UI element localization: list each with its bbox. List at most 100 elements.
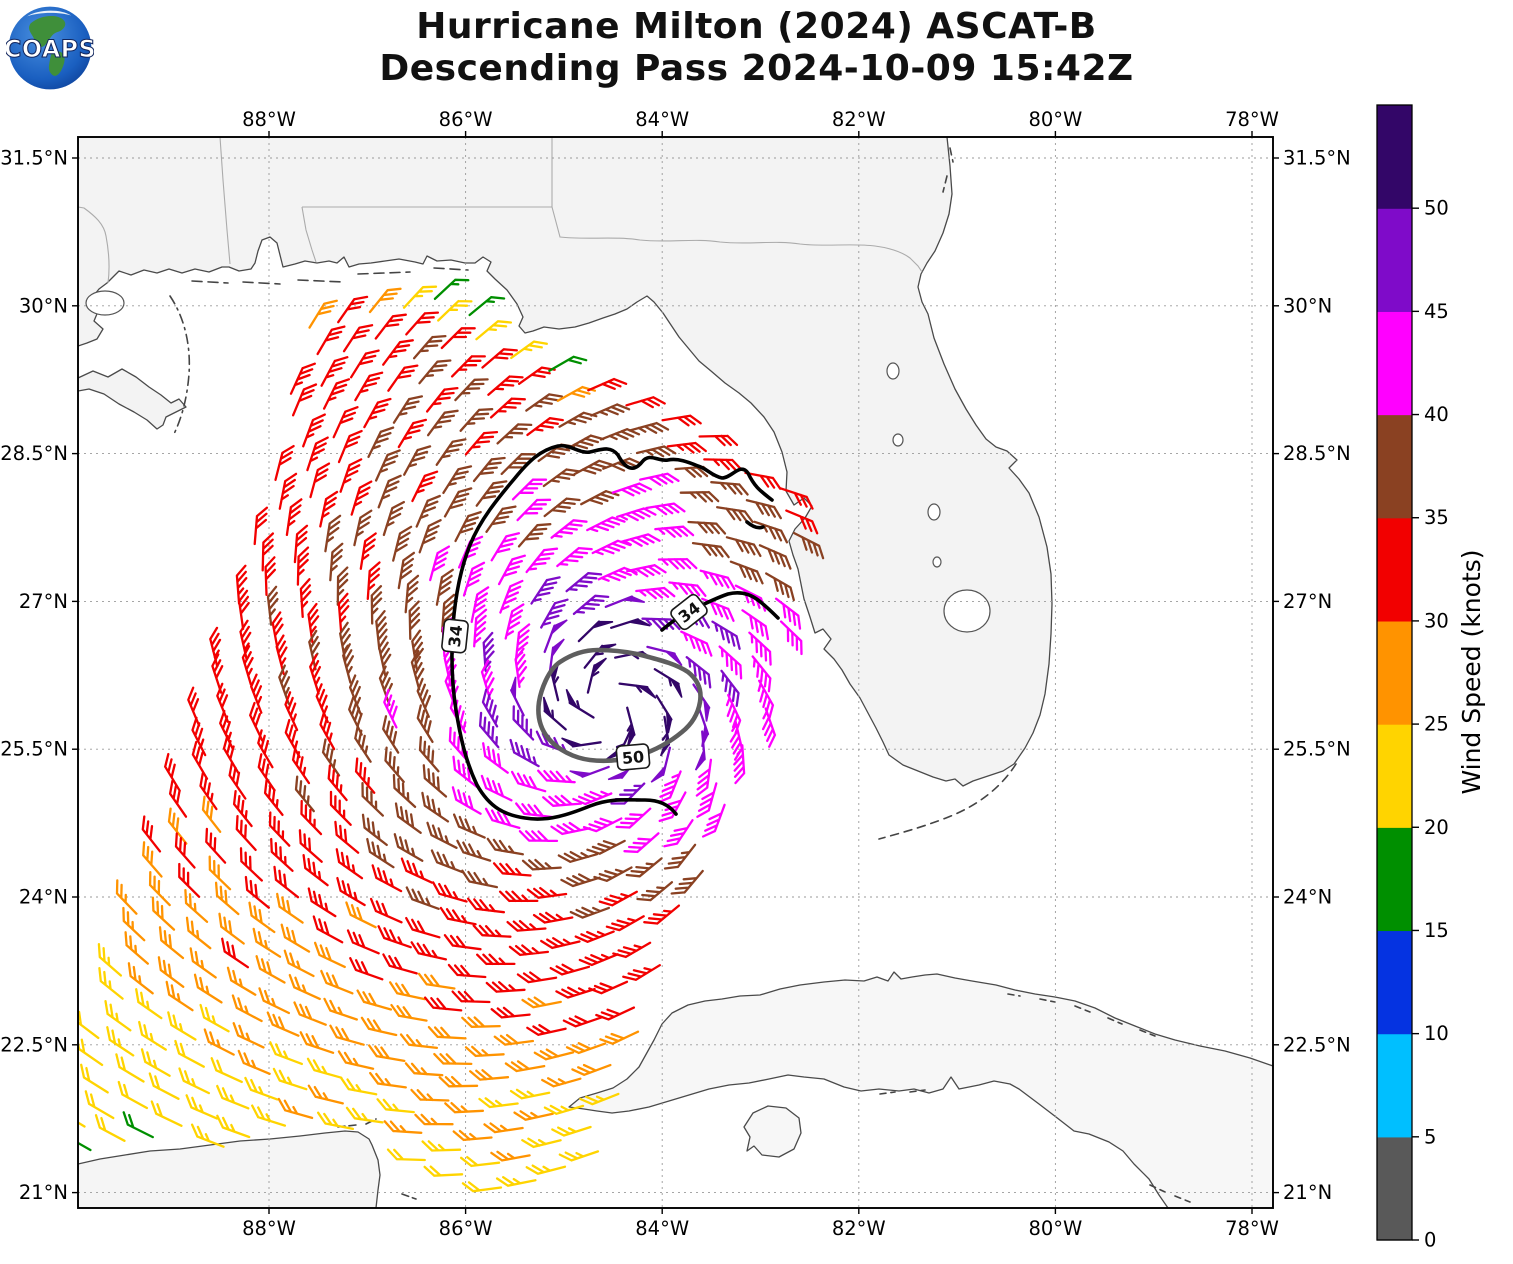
- wind-barb: [447, 963, 487, 979]
- colorbar-title: Wind Speed (knots): [1457, 549, 1486, 794]
- wind-barb: [511, 478, 548, 501]
- wind-barb: [258, 987, 291, 1015]
- lat-label-left: 22.5°N: [0, 1033, 68, 1056]
- wind-barb: [361, 782, 384, 817]
- wind-barb: [78, 1141, 92, 1152]
- axes: 88°W 88°W 86°W 86°W 84°W 84°W 82°W 82°W 80°W 80°W…: [0, 108, 1351, 1240]
- lat-label-right: 24°N: [1283, 886, 1332, 909]
- wind-barb: [337, 1050, 375, 1070]
- isle-of-youth: [743, 1105, 802, 1158]
- wind-barb: [418, 519, 442, 554]
- wind-barb: [371, 864, 403, 893]
- wind-barb: [540, 598, 569, 629]
- wind-barb: [421, 791, 450, 823]
- wind-barb: [426, 409, 459, 437]
- wind-barb: [94, 1114, 126, 1142]
- wind-barb: [437, 299, 473, 322]
- wind-barb: [306, 1057, 343, 1079]
- wind-barb: [646, 645, 683, 667]
- wind-barb: [636, 881, 674, 902]
- wind-barb: [618, 682, 657, 699]
- wind-barb: [329, 790, 352, 826]
- wind-barb: [572, 790, 613, 806]
- georgia-sea-islands: [942, 147, 954, 193]
- wind-barb: [370, 585, 383, 625]
- wind-barb: [238, 589, 250, 631]
- svg-text:34: 34: [445, 624, 466, 648]
- wind-barb: [269, 1041, 304, 1066]
- figure-title: Hurricane Milton (2024) ASCAT-B Descendi…: [0, 6, 1513, 90]
- coaps-globe-icon: COAPS: [3, 6, 96, 90]
- logo-text: COAPS: [6, 35, 94, 63]
- wind-barb: [273, 865, 300, 899]
- wind-barb: [478, 711, 500, 749]
- wind-barb: [542, 794, 583, 807]
- wind-barb: [657, 770, 682, 804]
- wind-barb: [382, 953, 418, 975]
- wind-barb: [404, 1062, 444, 1077]
- wind-barb: [517, 366, 556, 385]
- wind-barb: [115, 879, 138, 915]
- wind-barb: [666, 441, 707, 454]
- wind-barb: [562, 1015, 604, 1028]
- wind-barb: [319, 710, 336, 751]
- wind-barb: [174, 1039, 205, 1068]
- wind-barb: [284, 691, 299, 732]
- wind-barb: [299, 578, 312, 619]
- wind-barb: [480, 659, 495, 701]
- wind-barb: [515, 802, 554, 819]
- wind-barb: [443, 646, 457, 687]
- wind-barb: [405, 886, 440, 910]
- lake-pontchartrain: [85, 290, 125, 316]
- wind-barb: [462, 561, 486, 597]
- yucatan: [78, 1130, 381, 1208]
- cayman-islands: [1003, 1242, 1068, 1251]
- wind-barb: [694, 730, 706, 771]
- louisiana-delta: [78, 368, 187, 430]
- wind-barb: [495, 1176, 537, 1187]
- wind-barb: [628, 421, 670, 434]
- wind-barb: [84, 1090, 115, 1120]
- wind-barb: [117, 1080, 149, 1110]
- colorbar-segment: [1377, 827, 1412, 932]
- colorbar-segment: [1377, 1033, 1412, 1138]
- wind-barb: [174, 832, 196, 869]
- fl-ga-border: [551, 206, 923, 273]
- wind-barb: [148, 1072, 180, 1100]
- wind-barb: [561, 737, 602, 748]
- wind-barb: [350, 480, 373, 516]
- wind-barb: [703, 458, 743, 471]
- wind-barb: [530, 576, 561, 605]
- wind-barb: [450, 355, 486, 378]
- wind-barb: [425, 386, 459, 413]
- wind-barb: [565, 688, 595, 719]
- lon-label-top: 82°W: [832, 108, 886, 131]
- wind-barb: [294, 775, 315, 813]
- wind-barb: [518, 830, 559, 843]
- wind-barb: [456, 839, 492, 862]
- lat-label-left: 28.5°N: [0, 442, 68, 465]
- wind-barb: [543, 497, 581, 518]
- wind-barb: [525, 1164, 567, 1175]
- wind-barb: [366, 561, 381, 601]
- wind-barb: [729, 560, 764, 585]
- wind-barb: [378, 665, 393, 706]
- wind-barb: [191, 716, 207, 757]
- wind-barb: [487, 375, 524, 396]
- wind-barb: [443, 934, 482, 951]
- wind-barb: [610, 618, 651, 629]
- wind-barb: [253, 506, 269, 546]
- wind-barb: [748, 631, 772, 666]
- wind-barb: [178, 862, 201, 898]
- wind-barb: [235, 564, 248, 605]
- wind-barb: [307, 602, 320, 644]
- wind-barb: [778, 487, 814, 510]
- wind-barb: [635, 445, 677, 458]
- wind-barb: [410, 1088, 450, 1102]
- wind-barb: [504, 603, 525, 640]
- wind-barb: [510, 770, 547, 793]
- wind-barb: [244, 1076, 279, 1101]
- wind-barb: [337, 429, 363, 464]
- wind-barb: [78, 1010, 100, 1040]
- wind-barb: [122, 906, 146, 942]
